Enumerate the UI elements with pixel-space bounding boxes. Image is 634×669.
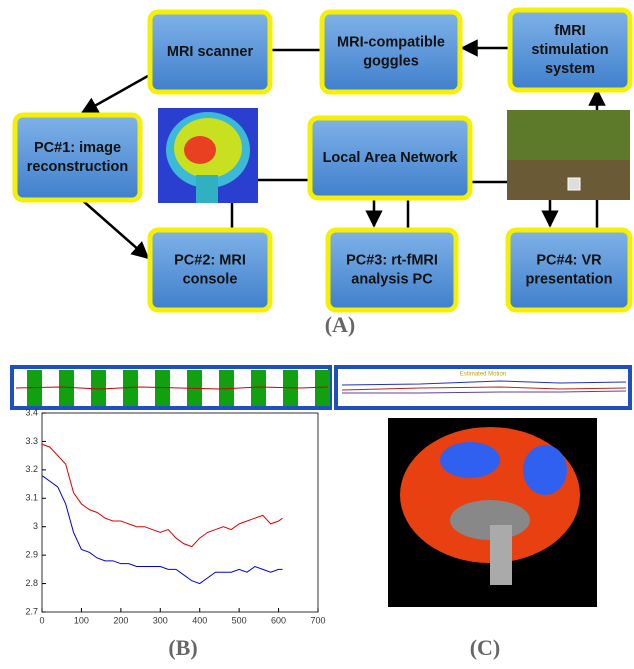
- x-tick-label: 100: [74, 615, 89, 625]
- node-label: presentation: [525, 271, 612, 287]
- y-tick-label: 2.8: [25, 578, 38, 588]
- x-tick-label: 500: [232, 615, 247, 625]
- node-label: Local Area Network: [323, 150, 459, 166]
- node-box: [15, 115, 140, 200]
- figure: MRI scanner MRI-compatible goggles fMRI stim…: [0, 0, 634, 664]
- x-tick-label: 600: [271, 615, 286, 625]
- plot-frame: [42, 413, 318, 612]
- panel-label: (C): [470, 635, 501, 660]
- y-tick-label: 2.9: [25, 550, 38, 560]
- node-label: MRI scanner: [167, 44, 254, 60]
- y-tick-label: 2.7: [25, 606, 38, 616]
- node-box: [322, 12, 460, 92]
- y-tick-label: 3.1: [25, 493, 38, 503]
- block: [91, 370, 106, 406]
- node-label: PC#4: VR: [536, 252, 602, 268]
- node-label: PC#1: image: [34, 140, 121, 156]
- node-box: [328, 230, 456, 310]
- node-box: [150, 230, 270, 310]
- x-tick-label: 0: [39, 615, 44, 625]
- panel-label: (A): [325, 312, 356, 337]
- motion-strip: Estimated Motion: [336, 367, 630, 408]
- paradigm-strip: [12, 367, 330, 408]
- node-label: system: [545, 61, 595, 77]
- brain-sagittal-image: [388, 418, 597, 607]
- y-tick-label: 3.3: [25, 436, 38, 446]
- x-tick-label: 700: [310, 615, 325, 625]
- x-tick-label: 400: [192, 615, 207, 625]
- node-box: [508, 230, 630, 310]
- block: [315, 370, 330, 406]
- y-tick-label: 3: [33, 521, 38, 531]
- y-tick-label: 3.4: [25, 407, 38, 417]
- node-label: reconstruction: [27, 159, 129, 175]
- panel-label: (B): [168, 635, 197, 660]
- node-label: MRI-compatible: [337, 34, 445, 50]
- chart: 2.7 2.8 2.9 3 3.1 3.2 3.3 3.4 0 100 200 300 400 500 60…: [25, 407, 325, 625]
- node-label: console: [183, 271, 238, 287]
- y-tick-label: 3.2: [25, 464, 38, 474]
- motion-title: Estimated Motion: [460, 372, 506, 378]
- block: [251, 370, 266, 406]
- vr-image: [507, 110, 630, 200]
- x-tick-label: 300: [153, 615, 168, 625]
- brain-image: [158, 108, 258, 203]
- node-label: stimulation: [531, 42, 608, 58]
- edge: [82, 200, 148, 258]
- node-label: PC#2: MRI: [174, 252, 246, 268]
- node-label: PC#3: rt-fMRI: [346, 252, 438, 268]
- node-label: fMRI: [554, 23, 585, 39]
- node-label: analysis PC: [351, 271, 433, 287]
- node-label: goggles: [363, 53, 419, 69]
- x-tick-label: 200: [113, 615, 128, 625]
- edge: [82, 72, 155, 113]
